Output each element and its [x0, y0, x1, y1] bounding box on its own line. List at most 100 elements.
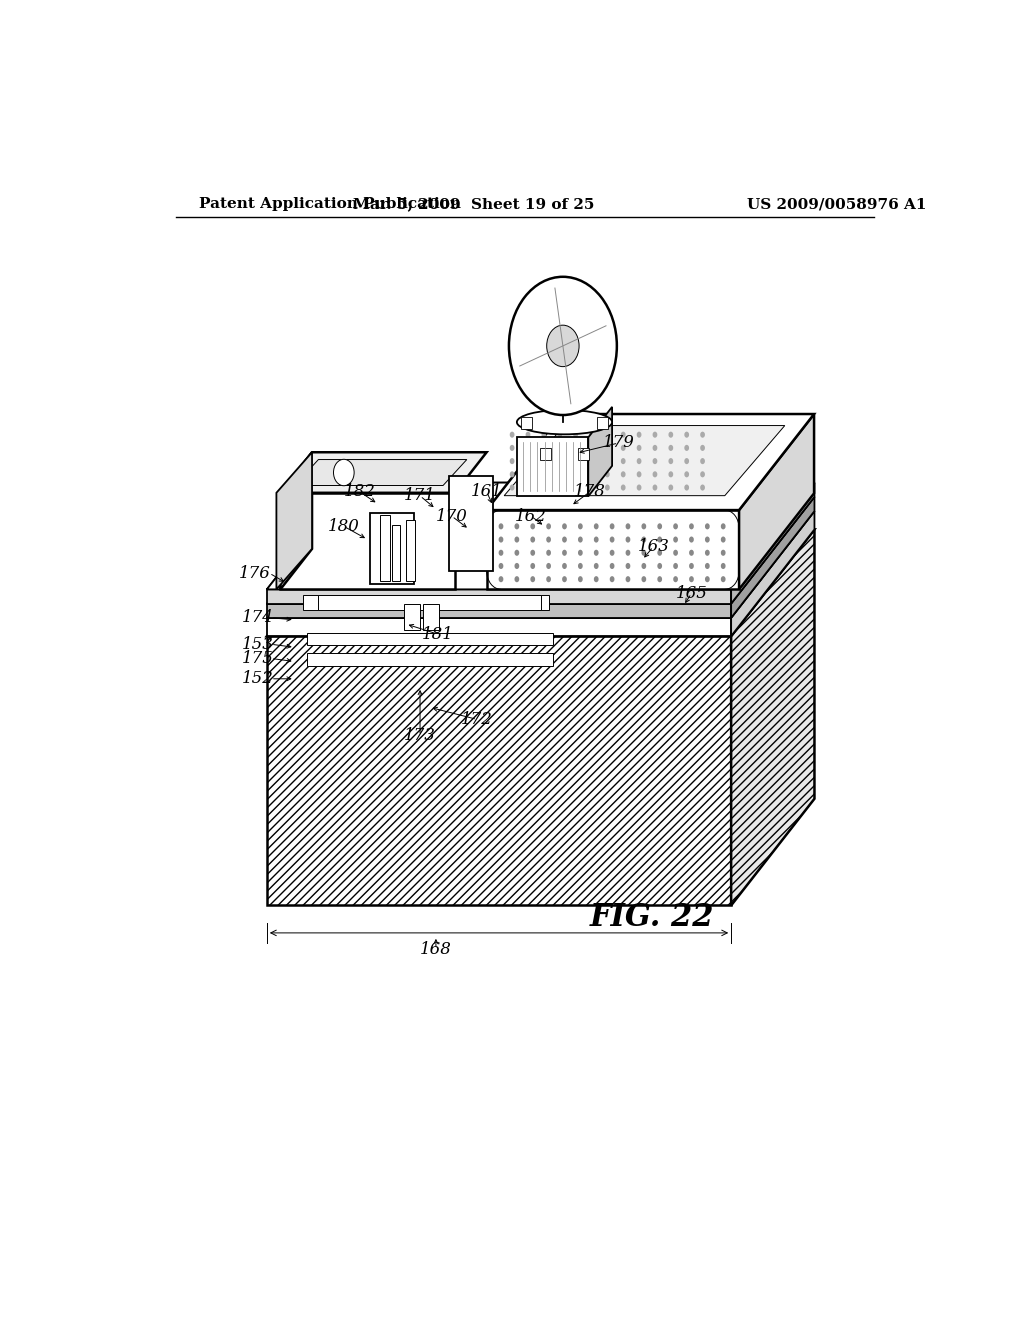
Bar [392, 525, 400, 581]
Circle shape [621, 458, 626, 465]
Circle shape [657, 576, 663, 582]
Circle shape [657, 549, 663, 556]
Circle shape [641, 549, 646, 556]
Circle shape [605, 471, 609, 478]
Polygon shape [267, 496, 814, 603]
Circle shape [689, 576, 694, 582]
Circle shape [652, 458, 657, 465]
Circle shape [721, 536, 726, 543]
Circle shape [578, 523, 583, 529]
Polygon shape [739, 414, 814, 589]
Circle shape [578, 562, 583, 569]
Circle shape [700, 471, 705, 478]
Circle shape [705, 562, 710, 569]
Circle shape [510, 458, 514, 465]
Circle shape [637, 458, 641, 465]
Circle shape [621, 432, 626, 438]
Circle shape [547, 325, 580, 367]
Circle shape [499, 536, 504, 543]
Circle shape [525, 471, 530, 478]
Circle shape [721, 523, 726, 529]
Text: 182: 182 [344, 483, 376, 500]
Circle shape [689, 562, 694, 569]
Circle shape [578, 549, 583, 556]
Circle shape [514, 536, 519, 543]
Circle shape [546, 562, 551, 569]
Circle shape [557, 445, 562, 451]
Polygon shape [295, 459, 467, 486]
Polygon shape [267, 603, 731, 618]
Circle shape [589, 458, 594, 465]
Circle shape [334, 459, 354, 486]
Circle shape [684, 432, 689, 438]
Text: 175: 175 [242, 649, 273, 667]
Circle shape [705, 523, 710, 529]
Circle shape [562, 536, 567, 543]
Text: Patent Application Publication: Patent Application Publication [200, 197, 462, 211]
Circle shape [637, 432, 641, 438]
Circle shape [589, 445, 594, 451]
Bar [578, 387, 589, 399]
Circle shape [669, 445, 673, 451]
Bar [380, 515, 390, 581]
Circle shape [700, 445, 705, 451]
Circle shape [605, 484, 609, 491]
Circle shape [721, 549, 726, 556]
Circle shape [589, 471, 594, 478]
Polygon shape [588, 407, 612, 496]
Bar [423, 603, 439, 630]
Circle shape [673, 576, 678, 582]
Circle shape [626, 536, 631, 543]
Polygon shape [267, 589, 731, 603]
Circle shape [673, 549, 678, 556]
Circle shape [641, 523, 646, 529]
Circle shape [689, 536, 694, 543]
Circle shape [605, 432, 609, 438]
Circle shape [684, 445, 689, 451]
Circle shape [669, 458, 673, 465]
Circle shape [589, 432, 594, 438]
Circle shape [657, 562, 663, 569]
Circle shape [499, 562, 504, 569]
Circle shape [609, 536, 614, 543]
Circle shape [546, 523, 551, 529]
Circle shape [573, 471, 578, 478]
Text: 181: 181 [422, 626, 454, 643]
Circle shape [652, 471, 657, 478]
Circle shape [721, 562, 726, 569]
Circle shape [626, 549, 631, 556]
Circle shape [705, 549, 710, 556]
Circle shape [578, 536, 583, 543]
Circle shape [510, 432, 514, 438]
Circle shape [525, 484, 530, 491]
Text: 152: 152 [242, 671, 273, 688]
Circle shape [637, 484, 641, 491]
Circle shape [546, 576, 551, 582]
Circle shape [605, 458, 609, 465]
Circle shape [557, 471, 562, 478]
Circle shape [684, 484, 689, 491]
Circle shape [514, 562, 519, 569]
Circle shape [573, 445, 578, 451]
Circle shape [673, 523, 678, 529]
Circle shape [641, 576, 646, 582]
Circle shape [700, 484, 705, 491]
Text: 172: 172 [461, 711, 494, 727]
Circle shape [594, 523, 599, 529]
Circle shape [609, 523, 614, 529]
Circle shape [652, 432, 657, 438]
Circle shape [525, 458, 530, 465]
Circle shape [514, 576, 519, 582]
Circle shape [562, 549, 567, 556]
Circle shape [509, 277, 616, 414]
Text: 179: 179 [602, 434, 635, 451]
Polygon shape [281, 492, 455, 589]
Circle shape [689, 523, 694, 529]
Circle shape [594, 549, 599, 556]
Circle shape [621, 445, 626, 451]
Circle shape [705, 576, 710, 582]
Polygon shape [281, 453, 312, 589]
Polygon shape [267, 529, 814, 636]
Text: 168: 168 [420, 941, 452, 957]
Circle shape [525, 445, 530, 451]
